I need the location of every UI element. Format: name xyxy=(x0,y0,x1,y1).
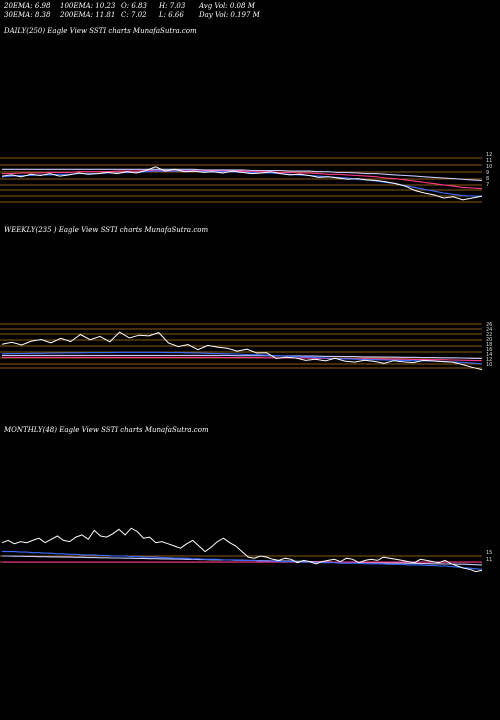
ema-mid-line xyxy=(2,356,483,362)
y-tick-label: 12 xyxy=(486,152,492,158)
open-value: O: 6.83 xyxy=(121,2,147,10)
low-value: L: 6.66 xyxy=(159,11,184,19)
y-tick-label: 15 xyxy=(486,550,492,556)
ema-short-line xyxy=(2,551,483,570)
y-tick-label: 16 xyxy=(486,347,492,353)
y-tick-label: 14 xyxy=(486,352,492,358)
price-line xyxy=(1,331,483,371)
ema-long-line xyxy=(2,168,483,182)
y-tick-label: 7 xyxy=(486,182,489,188)
ema-short-line xyxy=(1,351,483,365)
ema-long-line xyxy=(2,354,483,360)
ema20-value: 20EMA: 6.98 xyxy=(4,2,51,10)
y-tick-label: 18 xyxy=(486,342,492,348)
ema200-value: 200EMA: 11.81 xyxy=(60,11,116,19)
day-vol-value: Day Vol: 0.197 M xyxy=(199,11,260,19)
y-tick-label: 11 xyxy=(486,158,492,164)
y-tick-label: 8 xyxy=(486,176,489,182)
ema100-value: 100EMA: 10.23 xyxy=(60,2,116,10)
y-tick-label: 10 xyxy=(486,362,492,368)
ema-mid-line xyxy=(2,169,483,190)
ema30-value: 30EMA: 8.38 xyxy=(4,11,51,19)
weekly-panel-label: WEEKLY(235 ) Eagle View SSTI charts Muna… xyxy=(4,226,209,234)
y-tick-label: 10 xyxy=(486,164,492,170)
y-tick-label: 9 xyxy=(486,170,489,176)
avg-vol-value: Avg Vol: 0.08 M xyxy=(199,2,255,10)
y-tick-label: 22 xyxy=(486,332,492,338)
y-tick-label: 11 xyxy=(486,557,492,563)
close-value: C: 7.02 xyxy=(121,11,147,19)
ema-short-line xyxy=(1,170,482,197)
price-line xyxy=(1,166,483,201)
y-tick-label: 24 xyxy=(486,327,492,333)
y-tick-label: 20 xyxy=(486,337,492,343)
daily-panel-label: DAILY(250) Eagle View SSTI charts Munafa… xyxy=(4,27,197,35)
high-value: H: 7.03 xyxy=(159,2,186,10)
monthly-panel-label: MONTHLY(48) Eagle View SSTI charts Munaf… xyxy=(4,426,209,434)
y-tick-label: 12 xyxy=(486,357,492,363)
y-tick-label: 26 xyxy=(486,322,492,328)
price-line xyxy=(1,527,483,573)
